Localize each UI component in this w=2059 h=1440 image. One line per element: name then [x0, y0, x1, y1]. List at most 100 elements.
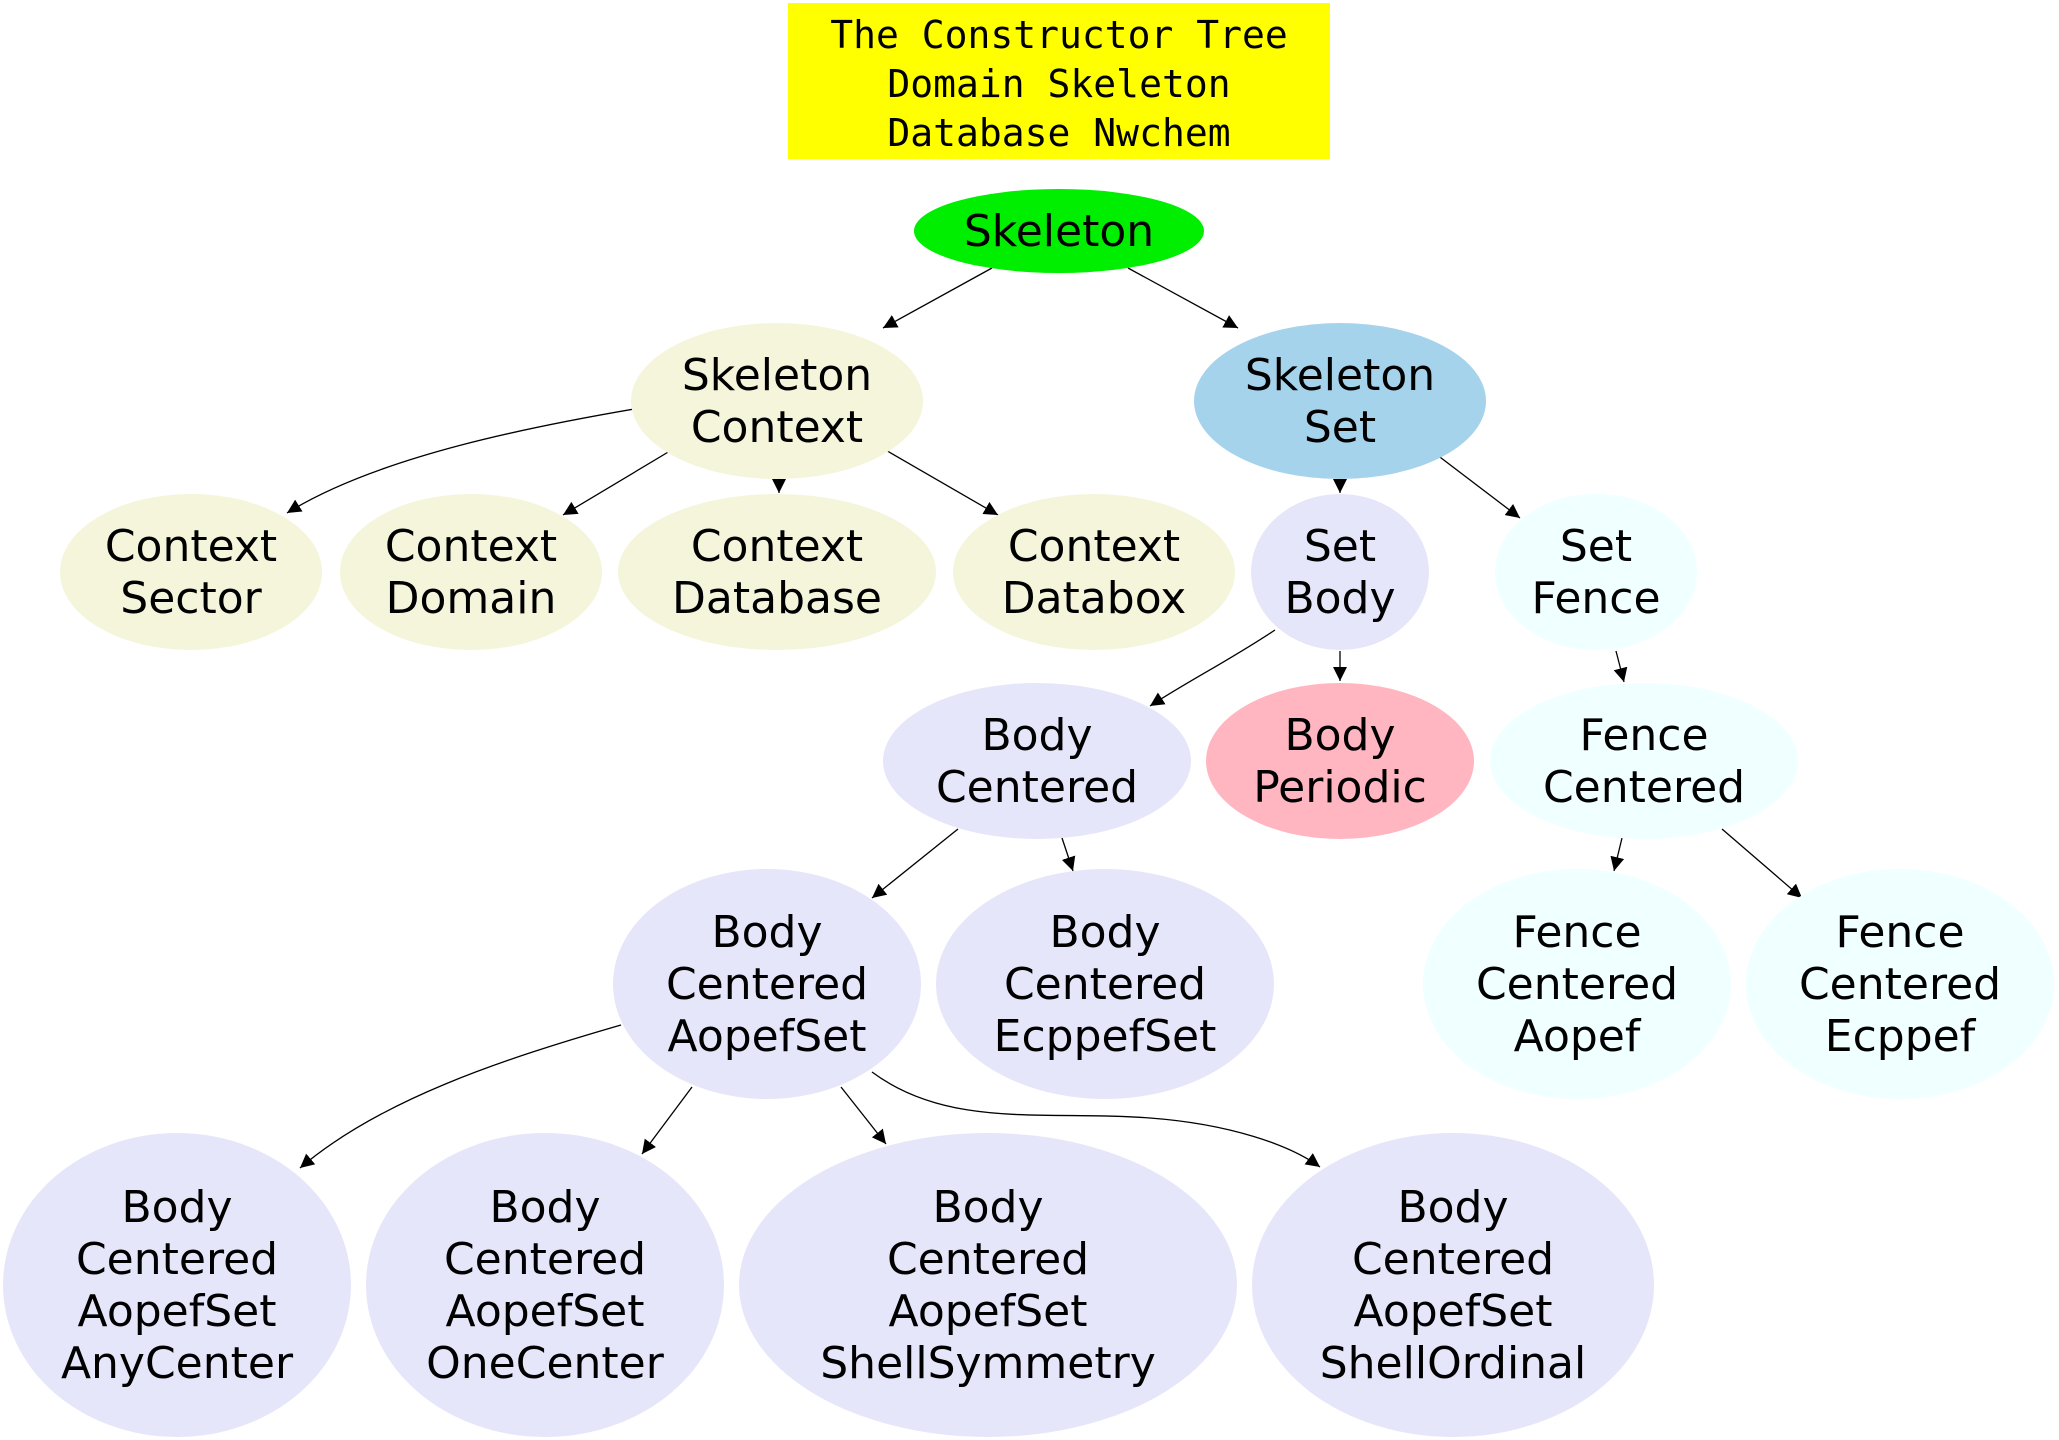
node-ellipse-fence-centered [1490, 683, 1798, 839]
node-label-body-centered-aopefset-anycenter-line-4: AnyCenter [61, 1338, 294, 1389]
node-ellipse-context-database [618, 494, 936, 650]
node-label-set-body-line-2: Body [1284, 573, 1395, 624]
node-label-body-centered-aopefset-line-1: Body [711, 907, 822, 958]
edge-fence-centered-to-fence-centered-aopef [1610, 837, 1625, 872]
node-label-body-centered-aopefset-shellordinal-line-4: ShellOrdinal [1320, 1338, 1587, 1389]
node-label-body-centered-aopefset-anycenter-line-3: AopefSet [78, 1286, 277, 1337]
node-label-set-fence-line-1: Set [1560, 521, 1632, 572]
node-label-body-centered-line-1: Body [981, 710, 1092, 761]
node-label-body-centered-line-2: Centered [936, 762, 1138, 813]
edge-set-body-to-body-centered [1149, 629, 1276, 707]
title-line-2: Domain Skeleton [887, 62, 1230, 106]
node-label-body-centered-aopefset-onecenter-line-2: Centered [444, 1234, 646, 1285]
node-ellipse-body-periodic [1206, 683, 1474, 839]
node-ellipse-skeleton [914, 189, 1204, 273]
node-label-fence-centered-line-2: Centered [1543, 762, 1745, 813]
node-ellipse-context-sector [60, 494, 322, 650]
nodes: SkeletonSkeletonContextSkeletonSetContex… [3, 189, 2054, 1437]
node-label-body-centered-ecppefset-line-3: EcppefSet [994, 1011, 1217, 1062]
node-ellipse-body-centered-ecppefset [936, 869, 1274, 1099]
edge-skeleton-context-to-context-sector [286, 407, 641, 514]
edge-body-centered-aopefset-to-body-centered-aopefset-shellordinal [871, 1071, 1321, 1168]
edge-body-centered-to-body-centered-aopefset [871, 828, 959, 899]
edge-skeleton-to-skeleton-context [882, 267, 993, 329]
node-label-body-centered-aopefset-shellordinal-line-3: AopefSet [1354, 1286, 1553, 1337]
node-ellipse-body-centered [883, 683, 1191, 839]
node-label-body-centered-ecppefset-line-2: Centered [1004, 959, 1206, 1010]
node-ellipse-fence-centered-ecppef [1746, 869, 2054, 1099]
node-label-context-sector-line-2: Sector [120, 573, 262, 624]
node-label-skeleton-context-line-1: Skeleton [682, 350, 872, 401]
node-label-context-domain-line-1: Context [385, 521, 557, 572]
node-ellipse-fence-centered-aopef [1423, 869, 1731, 1099]
node-ellipse-body-centered-aopefset-onecenter [366, 1133, 724, 1437]
node-label-skeleton-line-1: Skeleton [964, 206, 1154, 257]
node-label-context-databox-line-2: Databox [1002, 573, 1187, 624]
title-box [788, 3, 1330, 159]
node-label-body-centered-aopefset-anycenter-line-1: Body [121, 1182, 232, 1233]
node-label-body-centered-aopefset-shellsymmetry-line-2: Centered [887, 1234, 1089, 1285]
node-label-fence-centered-aopef-line-1: Fence [1512, 907, 1641, 958]
edge-skeleton-to-skeleton-set [1127, 267, 1239, 329]
node-label-context-database-line-1: Context [691, 521, 863, 572]
node-label-skeleton-set-line-1: Skeleton [1245, 350, 1435, 401]
node-label-set-body-line-1: Set [1304, 521, 1376, 572]
node-label-body-centered-ecppefset-line-1: Body [1049, 907, 1160, 958]
node-skeleton: Skeleton [914, 189, 1204, 273]
edge-set-fence-to-fence-centered [1613, 650, 1628, 683]
node-label-set-fence-line-2: Fence [1531, 573, 1660, 624]
node-label-skeleton-context-line-2: Context [691, 402, 863, 453]
node-label-body-centered-aopefset-shellsymmetry-line-3: AopefSet [889, 1286, 1088, 1337]
edge-body-centered-aopefset-to-body-centered-aopefset-onecenter [641, 1086, 693, 1155]
node-label-body-periodic-line-2: Periodic [1253, 762, 1427, 813]
node-label-fence-centered-aopef-line-2: Centered [1476, 959, 1678, 1010]
node-label-body-centered-aopefset-line-3: AopefSet [668, 1011, 867, 1062]
node-label-body-periodic-line-1: Body [1284, 710, 1395, 761]
node-label-body-centered-aopefset-shellordinal-line-2: Centered [1352, 1234, 1554, 1285]
edge-body-centered-aopefset-to-body-centered-aopefset-anycenter [299, 1024, 622, 1169]
title-line-1: The Constructor Tree [830, 13, 1288, 57]
node-ellipse-set-body [1251, 494, 1429, 650]
node-label-body-centered-aopefset-shellordinal-line-1: Body [1397, 1182, 1508, 1233]
diagram-title: The Constructor Tree Domain Skeleton Dat… [788, 3, 1330, 159]
node-label-fence-centered-ecppef-line-1: Fence [1835, 907, 1964, 958]
node-label-body-centered-aopefset-line-2: Centered [666, 959, 868, 1010]
node-ellipse-skeleton-set [1194, 323, 1486, 479]
title-line-3: Database Nwchem [887, 111, 1230, 155]
edge-skeleton-context-to-context-domain [562, 444, 681, 516]
node-label-body-centered-aopefset-onecenter-line-3: AopefSet [446, 1286, 645, 1337]
node-label-body-centered-aopefset-onecenter-line-1: Body [489, 1182, 600, 1233]
node-ellipse-body-centered-aopefset [613, 869, 921, 1099]
node-label-body-centered-aopefset-anycenter-line-2: Centered [76, 1234, 278, 1285]
edge-skeleton-context-to-context-databox [876, 444, 999, 516]
node-label-skeleton-set-line-2: Set [1304, 402, 1376, 453]
node-ellipse-body-centered-aopefset-shellordinal [1252, 1133, 1654, 1437]
edge-fence-centered-to-fence-centered-ecppef [1721, 828, 1803, 899]
node-label-context-domain-line-2: Domain [386, 573, 557, 624]
node-label-fence-centered-ecppef-line-2: Centered [1799, 959, 2001, 1010]
edge-skeleton-set-to-set-fence [1427, 447, 1521, 519]
node-label-body-centered-aopefset-shellsymmetry-line-1: Body [932, 1182, 1043, 1233]
node-label-fence-centered-ecppef-line-3: Ecppef [1825, 1011, 1977, 1062]
node-ellipse-context-domain [340, 494, 602, 650]
node-label-context-databox-line-1: Context [1008, 521, 1180, 572]
edge-body-centered-to-body-centered-ecppefset [1061, 837, 1076, 872]
node-ellipse-context-databox [953, 494, 1235, 650]
